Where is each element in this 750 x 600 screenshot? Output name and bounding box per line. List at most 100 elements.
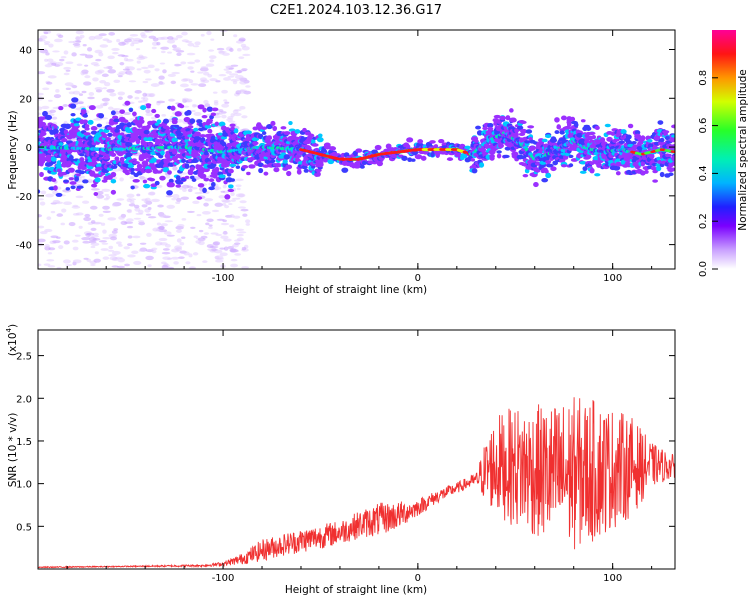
y-tick-label: 40 — [19, 46, 32, 57]
heatmap-band-cell — [80, 166, 87, 170]
heatmap-band-cell — [505, 115, 511, 121]
heatmap-noise-cell — [111, 265, 119, 268]
heatmap-noise-cell — [223, 246, 229, 251]
heatmap-band-cell — [171, 150, 178, 155]
heatmap-band-cell — [541, 178, 549, 183]
heatmap-band-cell — [285, 164, 293, 170]
heatmap-band-cell — [143, 183, 151, 189]
heatmap-noise-cell — [92, 237, 101, 241]
heatmap-marks — [38, 30, 675, 269]
heatmap-band-cell — [566, 122, 572, 128]
heatmap-noise-cell — [193, 111, 202, 117]
heatmap-noise-cell — [81, 90, 87, 94]
heatmap-band-cell — [199, 134, 207, 138]
heatmap-noise-cell — [80, 71, 85, 76]
heatmap-band-cell — [132, 178, 140, 183]
heatmap-noise-cell — [218, 111, 224, 115]
heatmap-band-cell — [311, 143, 319, 147]
heatmap-band-cell — [559, 158, 566, 163]
heatmap-noise-cell — [136, 56, 146, 61]
heatmap-noise-cell — [100, 248, 109, 251]
heatmap-noise-cell — [39, 49, 49, 54]
heatmap-noise-cell — [187, 42, 195, 47]
heatmap-noise-cell — [98, 52, 104, 57]
heatmap-noise-cell — [72, 42, 81, 46]
colorbar-tick-label: 0.0 — [698, 261, 709, 277]
heatmap-noise-cell — [111, 168, 120, 172]
heatmap-band-cell — [140, 167, 147, 174]
heatmap-band-cell — [217, 132, 223, 136]
heatmap-noise-cell — [90, 245, 96, 249]
heatmap-band-cell — [244, 130, 252, 135]
heatmap-band-cell — [385, 143, 392, 149]
heatmap-noise-cell — [112, 108, 122, 111]
heatmap-band-cell — [266, 135, 272, 140]
heatmap-noise-cell — [147, 216, 157, 219]
heatmap-noise-cell — [177, 224, 185, 228]
heatmap-noise-cell — [47, 265, 56, 268]
heatmap-noise-cell — [188, 79, 194, 84]
heatmap-noise-cell — [107, 217, 117, 221]
heatmap-band-cell — [74, 176, 80, 182]
heatmap-noise-cell — [102, 38, 110, 42]
y-tick-label: 20 — [19, 94, 32, 105]
heatmap-band-cell — [162, 118, 170, 124]
heatmap-noise-cell — [52, 240, 61, 244]
heatmap-band-cell — [229, 163, 237, 167]
heatmap-band-cell — [283, 154, 291, 160]
heatmap-noise-cell — [102, 205, 110, 210]
heatmap-noise-cell — [87, 47, 93, 52]
heatmap-noise-cell — [72, 212, 80, 216]
heatmap-band-cell — [475, 125, 482, 130]
heatmap-band-cell — [355, 148, 363, 153]
heatmap-noise-cell — [102, 256, 110, 260]
heatmap-band-cell — [229, 126, 236, 131]
heatmap-noise-cell — [209, 59, 215, 63]
heatmap-noise-cell — [75, 36, 83, 41]
heatmap-noise-cell — [159, 214, 167, 218]
heatmap-band-cell — [170, 105, 176, 111]
heatmap-noise-cell — [176, 197, 182, 202]
heatmap-band-cell — [165, 130, 171, 134]
heatmap-noise-cell — [184, 88, 193, 92]
heatmap-band-cell — [79, 119, 85, 125]
heatmap-noise-cell — [68, 221, 76, 227]
heatmap-noise-cell — [127, 95, 133, 99]
heatmap-noise-cell — [113, 228, 119, 231]
heatmap-noise-cell — [39, 35, 48, 40]
heatmap-band-cell — [43, 166, 51, 171]
heatmap-noise-cell — [90, 242, 100, 246]
heatmap-band-cell — [497, 143, 504, 149]
heatmap-noise-cell — [201, 210, 211, 215]
heatmap-band-cell — [610, 131, 616, 136]
heatmap-noise-cell — [183, 105, 190, 108]
heatmap-noise-cell — [168, 98, 175, 102]
bottom-x-axis-label: Height of straight line (km) — [285, 584, 427, 596]
heatmap-noise-cell — [181, 31, 188, 36]
y-scale-suffix: ) — [7, 324, 19, 328]
heatmap-noise-cell — [94, 49, 103, 54]
heatmap-noise-cell — [212, 115, 222, 119]
heatmap-band-cell — [220, 136, 228, 140]
heatmap-band-cell — [125, 152, 133, 157]
heatmap-noise-cell — [234, 239, 241, 242]
heatmap-band-cell — [288, 120, 293, 126]
heatmap-band-cell — [564, 128, 570, 135]
heatmap-noise-cell — [219, 30, 229, 33]
heatmap-noise-cell — [228, 120, 236, 123]
heatmap-band-cell — [221, 141, 227, 147]
heatmap-noise-cell — [75, 195, 84, 199]
heatmap-noise-cell — [221, 89, 228, 94]
heatmap-noise-cell — [235, 178, 244, 182]
x-tick-label: 100 — [603, 273, 622, 284]
heatmap-noise-cell — [79, 53, 88, 56]
heatmap-noise-cell — [141, 198, 148, 202]
heatmap-band-cell — [657, 120, 664, 125]
heatmap-noise-cell — [160, 50, 166, 54]
heatmap-band-cell — [533, 181, 539, 188]
heatmap-band-cell — [42, 110, 48, 117]
heatmap-band-cell — [229, 123, 236, 127]
heatmap-noise-cell — [123, 246, 131, 250]
heatmap-band-cell — [286, 170, 292, 177]
heatmap-noise-cell — [156, 184, 163, 188]
